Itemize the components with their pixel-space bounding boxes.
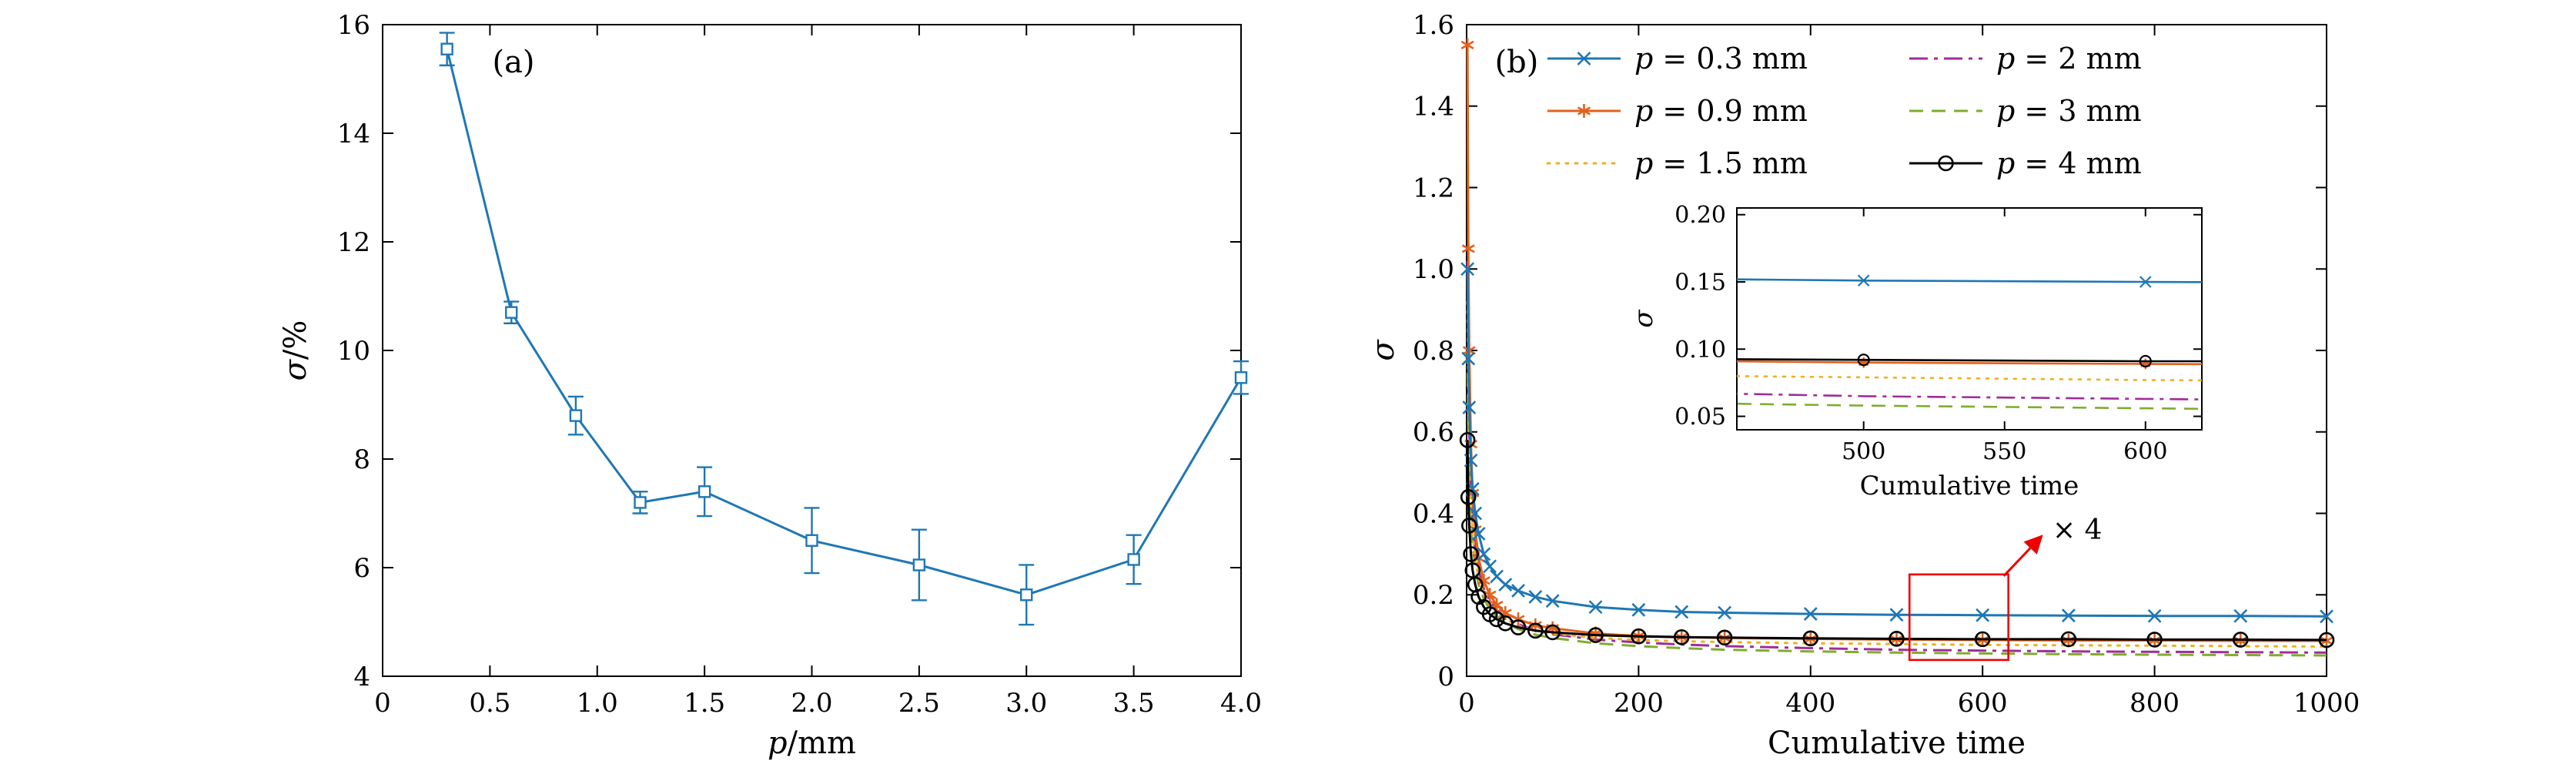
axes-box — [382, 24, 1242, 677]
y-tick-label: 4 — [353, 662, 370, 692]
x-tick-label: 0 — [1458, 688, 1475, 719]
x-tick-label: 500 — [1842, 438, 1885, 465]
x-tick-label: 0.5 — [469, 688, 510, 719]
panel-b-xlabel: Cumulative time — [1768, 726, 2026, 761]
legend-item: p = 0.3 mm — [1547, 42, 1808, 75]
panel-a: 0 0.5 1.0 1.5 2.0 2.5 3.0 3.5 4.0 4 6 8 10 12 14 16 p/mm… — [278, 10, 1262, 761]
panel-b-ylabel: σ — [1366, 339, 1401, 361]
x-tick-label: 2.5 — [898, 688, 940, 719]
x-tick-label: 3.0 — [1005, 688, 1047, 719]
series-sigma-vs-p — [439, 32, 1249, 626]
zoom-arrow — [2002, 535, 2043, 577]
panel-b-label: (b) — [1495, 45, 1539, 80]
x-tick-label: 600 — [2123, 438, 2167, 465]
y-tick-label: 1.2 — [1413, 173, 1454, 203]
legend-item: p = 4 mm — [1909, 146, 2142, 180]
inset-xlabel: Cumulative time — [1860, 471, 2079, 501]
x-tick-label: 1000 — [2293, 688, 2360, 719]
x-tick-label: 550 — [1982, 438, 2026, 465]
x-tick-label: 4.0 — [1220, 688, 1262, 719]
y-tick-label: 1.0 — [1413, 254, 1454, 285]
panel-a-xlabel: p/mm — [768, 726, 856, 761]
y-tick-label: 0.20 — [1674, 202, 1726, 229]
y-tick-label: 8 — [353, 444, 370, 475]
y-tick-label: 0.2 — [1413, 580, 1454, 611]
series-p-3-mm — [1466, 350, 2327, 657]
panel-a-label: (a) — [492, 45, 534, 80]
inset-ylabel: σ — [1628, 310, 1659, 328]
y-tick-label: 14 — [337, 119, 370, 149]
y-tick-label: 0.15 — [1674, 270, 1726, 297]
y-tick-label: 0.6 — [1413, 417, 1454, 448]
legend-label: p = 4 mm — [1996, 146, 2142, 180]
y-tick-label: 12 — [337, 227, 370, 258]
zoom-annotation: × 4 — [1908, 515, 2103, 662]
legend-item: p = 0.9 mm — [1547, 94, 1808, 128]
panel-b: 0 200 400 600 800 1000 0 0.2 0.4 0.6 0.8 1.0 1.2 1.4 1… — [1366, 10, 2360, 761]
y-tick-label: 0.8 — [1413, 336, 1454, 367]
legend-item: p = 3 mm — [1909, 94, 2142, 128]
y-tick-label: 1.6 — [1413, 10, 1454, 41]
x-tick-label: 2.0 — [791, 688, 832, 719]
y-tick-label: 0.05 — [1674, 404, 1726, 431]
zoom-rect — [1908, 573, 2010, 662]
y-tick-label: 10 — [337, 336, 370, 367]
x-tick-label: 200 — [1614, 688, 1664, 719]
x-tick-label: 400 — [1785, 688, 1835, 719]
y-tick-label: 0.10 — [1674, 337, 1726, 364]
panel-a-line — [446, 49, 1243, 596]
y-tick-label: 0 — [1437, 662, 1454, 692]
legend-label: p = 0.3 mm — [1634, 42, 1808, 75]
axes-box — [1736, 207, 2203, 431]
inset-series — [1737, 274, 2202, 411]
legend-label: p = 1.5 mm — [1634, 146, 1808, 180]
y-tick-label: 0.4 — [1413, 498, 1454, 529]
legend-item: p = 1.5 mm — [1546, 146, 1808, 180]
legend: p = 0.3 mm p = 0.9 mm p = 1.5 mm p = 2 mm p … — [1546, 42, 2142, 180]
legend-label: p = 0.9 mm — [1634, 94, 1808, 128]
x-tick-label: 800 — [2129, 688, 2180, 719]
legend-label: p = 3 mm — [1996, 94, 2142, 128]
series-p-0.3-mm — [1460, 262, 2333, 624]
x-tick-label: 1.0 — [577, 688, 618, 719]
inset-panel: 500 550 600 0.05 0.10 0.15 0.20 Cumulative time… — [1628, 202, 2205, 501]
y-tick-label: 16 — [337, 10, 370, 41]
series-p-4-mm — [1459, 432, 2335, 649]
x-tick-label: 600 — [1958, 688, 2008, 719]
y-tick-label: 6 — [353, 553, 370, 584]
legend-item: p = 2 mm — [1909, 42, 2142, 75]
x-tick-label: 0 — [374, 688, 391, 719]
zoom-scale-label: × 4 — [2052, 515, 2103, 546]
panel-a-ylabel: σ/% — [278, 320, 313, 381]
y-tick-label: 1.4 — [1413, 92, 1454, 122]
x-tick-label: 3.5 — [1113, 688, 1155, 719]
x-tick-label: 1.5 — [684, 688, 725, 719]
legend-label: p = 2 mm — [1996, 42, 2142, 75]
